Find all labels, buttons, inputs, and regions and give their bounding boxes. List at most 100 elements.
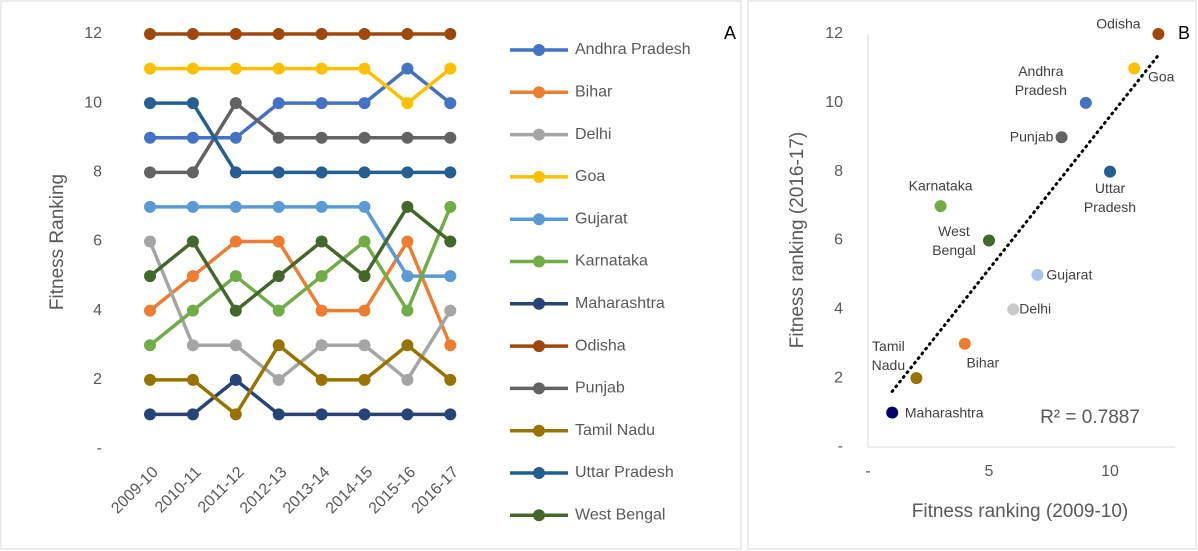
point-label: Uttar Pradesh bbox=[1083, 179, 1137, 215]
point bbox=[401, 408, 414, 421]
point bbox=[272, 200, 285, 213]
point bbox=[186, 304, 199, 317]
y-tick-label: 6 bbox=[834, 232, 843, 249]
point bbox=[358, 270, 371, 283]
point bbox=[144, 200, 156, 213]
point bbox=[358, 235, 371, 248]
legend-label: Punjab bbox=[575, 380, 625, 397]
point bbox=[315, 97, 328, 110]
x-tick-label: 2009-10 bbox=[108, 464, 162, 518]
point bbox=[1104, 165, 1116, 178]
point bbox=[144, 62, 156, 75]
series-line bbox=[148, 237, 452, 346]
point bbox=[358, 166, 371, 179]
series-line bbox=[150, 205, 451, 278]
legend-marker bbox=[533, 509, 545, 522]
series-line bbox=[150, 100, 451, 175]
point bbox=[186, 373, 199, 386]
y-tick-label: 4 bbox=[834, 301, 843, 318]
legend-marker bbox=[533, 467, 545, 479]
r-squared: R² = 0.7887 bbox=[1040, 407, 1140, 428]
point bbox=[144, 235, 156, 248]
point bbox=[401, 235, 414, 248]
point bbox=[144, 97, 156, 110]
legend-marker bbox=[533, 213, 545, 226]
y-tick-label: 2 bbox=[834, 369, 843, 386]
point bbox=[1055, 131, 1068, 144]
point bbox=[444, 339, 457, 352]
series-line bbox=[150, 66, 452, 140]
point bbox=[444, 131, 457, 144]
point bbox=[401, 304, 414, 317]
point bbox=[186, 339, 199, 352]
point-label: Delhi bbox=[1019, 300, 1052, 317]
legend-label: Bihar bbox=[575, 84, 613, 101]
y-tick-label: - bbox=[97, 440, 102, 457]
point bbox=[315, 373, 328, 386]
x-tick-label: 10 bbox=[1101, 463, 1119, 480]
point bbox=[272, 28, 285, 40]
point bbox=[229, 235, 242, 248]
point-label: Punjab bbox=[1009, 128, 1054, 145]
point bbox=[144, 166, 156, 179]
point bbox=[272, 339, 285, 352]
point bbox=[272, 62, 285, 75]
point bbox=[186, 28, 199, 40]
point bbox=[358, 97, 371, 110]
point bbox=[1079, 96, 1092, 109]
point bbox=[401, 131, 414, 144]
point bbox=[272, 131, 285, 144]
point bbox=[144, 339, 156, 352]
point bbox=[958, 337, 971, 350]
point-label: Karnataka bbox=[908, 177, 973, 194]
series-line bbox=[150, 66, 452, 106]
legend-label: Maharashtra bbox=[575, 295, 665, 312]
y-tick-label: 8 bbox=[834, 163, 843, 180]
point bbox=[229, 339, 242, 352]
point bbox=[444, 270, 457, 283]
point bbox=[229, 304, 242, 317]
x-tick-label: - bbox=[865, 463, 870, 480]
point-label: Tamil Nadu bbox=[871, 338, 906, 374]
point bbox=[1031, 268, 1044, 281]
point bbox=[401, 28, 414, 40]
y-tick-label: 6 bbox=[93, 233, 102, 250]
point bbox=[358, 200, 371, 213]
point bbox=[315, 304, 328, 317]
point bbox=[358, 62, 371, 75]
point bbox=[144, 270, 156, 283]
legend-label: West Bengal bbox=[575, 507, 665, 524]
point bbox=[444, 373, 457, 386]
legend-label: Delhi bbox=[575, 126, 611, 143]
point bbox=[272, 235, 285, 248]
point bbox=[144, 304, 156, 317]
point bbox=[315, 339, 328, 352]
point bbox=[229, 408, 242, 421]
x-axis-title: Fitness ranking (2009-10) bbox=[912, 501, 1129, 522]
panel-frame bbox=[747, 0, 1197, 550]
point bbox=[229, 200, 242, 213]
point bbox=[886, 406, 899, 419]
point bbox=[358, 304, 371, 317]
point bbox=[229, 62, 242, 75]
point bbox=[358, 28, 371, 40]
legend-label: Uttar Pradesh bbox=[575, 464, 674, 481]
legend-marker bbox=[533, 170, 545, 183]
legend-label: Tamil Nadu bbox=[575, 422, 655, 439]
y-tick-label: 4 bbox=[93, 302, 102, 319]
series-line bbox=[150, 342, 452, 418]
point bbox=[272, 270, 285, 283]
point bbox=[401, 97, 414, 110]
point bbox=[934, 200, 947, 213]
point bbox=[358, 408, 371, 421]
point bbox=[186, 270, 199, 283]
x-tick-label: 2016-17 bbox=[409, 464, 463, 518]
point bbox=[229, 131, 242, 144]
point-label: Bihar bbox=[966, 354, 1000, 371]
point bbox=[1152, 28, 1165, 40]
y-tick-label: 2 bbox=[93, 371, 102, 388]
legend-marker bbox=[533, 128, 545, 141]
point bbox=[315, 235, 328, 248]
point-label: Andhra Pradesh bbox=[1014, 62, 1067, 98]
point bbox=[229, 373, 242, 386]
